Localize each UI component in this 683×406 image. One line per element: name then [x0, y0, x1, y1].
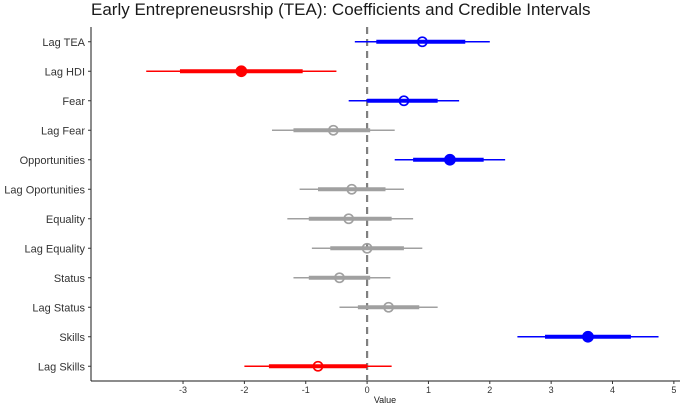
- point-estimate: [444, 153, 456, 166]
- point-estimate: [361, 242, 373, 254]
- point-estimate: [398, 95, 410, 107]
- y-tick-label: Lag Skills: [38, 361, 86, 373]
- x-tick-label: -3: [179, 385, 187, 395]
- y-tick-label: Status: [54, 273, 86, 285]
- y-tick-label: Lag TEA: [42, 37, 85, 49]
- y-tick-label: Opportunities: [20, 155, 86, 167]
- y-tick-label: Lag Status: [32, 302, 85, 314]
- y-tick-label: Lag HDI: [45, 66, 85, 78]
- y-tick-label: Skills: [59, 332, 85, 344]
- x-tick-label: 3: [549, 385, 554, 395]
- y-tick-label: Fear: [62, 96, 85, 108]
- y-tick-label: Lag Oportunities: [4, 184, 85, 196]
- point-estimate: [346, 183, 358, 195]
- point-estimate: [416, 36, 428, 48]
- x-tick-label: -2: [240, 385, 248, 395]
- chart-title: Early Entrepreneusrship (TEA): Coefficie…: [91, 0, 591, 19]
- point-estimate: [235, 65, 248, 78]
- point-estimate: [312, 360, 324, 372]
- y-tick-label: Equality: [46, 214, 86, 226]
- point-estimate: [383, 301, 394, 313]
- x-axis-label: Value: [374, 395, 396, 405]
- point-estimate: [582, 330, 594, 343]
- plot-area: -3 -2 -1 0 1 2 3 4 5 Lag TEA Lag HDI Fear Lag Fear Op…: [4, 27, 680, 395]
- y-tick-label: Lag Equality: [24, 243, 85, 255]
- x-tick-label: -1: [302, 385, 310, 395]
- x-tick-label: 4: [610, 385, 615, 395]
- point-estimate: [334, 272, 345, 284]
- point-estimate: [343, 213, 355, 225]
- x-tick-label: 5: [671, 385, 676, 395]
- x-tick-label: 2: [487, 385, 492, 395]
- x-tick-label: 0: [365, 385, 370, 395]
- point-estimate: [327, 124, 339, 136]
- y-tick-label: Lag Fear: [41, 125, 85, 137]
- x-tick-label: 1: [426, 385, 431, 395]
